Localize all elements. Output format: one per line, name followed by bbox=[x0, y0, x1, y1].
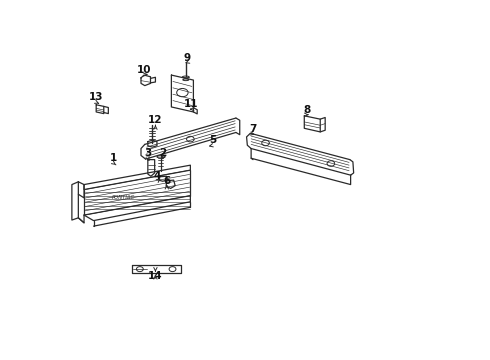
Text: 11: 11 bbox=[184, 99, 198, 109]
Text: 12: 12 bbox=[148, 115, 163, 125]
Text: 7: 7 bbox=[249, 124, 257, 134]
Text: 10: 10 bbox=[137, 64, 151, 75]
Text: 8: 8 bbox=[304, 105, 311, 115]
Text: PONTIAC: PONTIAC bbox=[112, 194, 135, 199]
Text: 1: 1 bbox=[110, 153, 117, 163]
Text: 13: 13 bbox=[89, 92, 103, 102]
Text: 5: 5 bbox=[210, 135, 217, 145]
Text: 14: 14 bbox=[148, 271, 163, 281]
Text: 4: 4 bbox=[153, 171, 161, 181]
Text: 2: 2 bbox=[159, 148, 167, 158]
Text: 9: 9 bbox=[183, 53, 190, 63]
Text: 6: 6 bbox=[163, 176, 171, 186]
Text: 3: 3 bbox=[144, 148, 151, 158]
